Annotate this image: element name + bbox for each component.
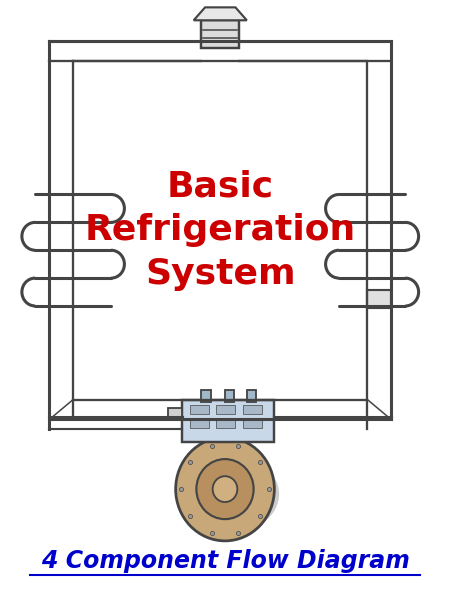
Bar bbox=[216, 418, 235, 428]
Bar bbox=[190, 404, 209, 415]
Circle shape bbox=[213, 476, 237, 502]
Text: Basic
Refrigeration
System: Basic Refrigeration System bbox=[85, 170, 356, 291]
Bar bbox=[201, 389, 211, 401]
Bar bbox=[216, 404, 235, 415]
Bar bbox=[243, 418, 262, 428]
Text: 4 Component Flow Diagram: 4 Component Flow Diagram bbox=[40, 549, 410, 573]
Bar bbox=[243, 404, 262, 415]
Bar bbox=[225, 389, 234, 401]
Bar bbox=[190, 418, 209, 428]
Circle shape bbox=[176, 437, 274, 541]
Bar bbox=[367, 290, 391, 308]
Ellipse shape bbox=[180, 455, 279, 533]
Bar bbox=[168, 407, 182, 419]
FancyBboxPatch shape bbox=[182, 400, 274, 442]
FancyBboxPatch shape bbox=[201, 20, 239, 48]
Bar bbox=[247, 389, 256, 401]
Circle shape bbox=[196, 459, 254, 519]
Polygon shape bbox=[194, 7, 247, 20]
